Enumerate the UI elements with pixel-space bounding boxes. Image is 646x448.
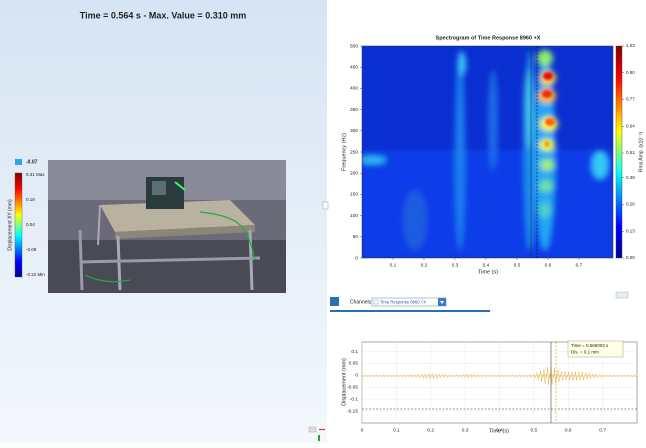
colorbar-tick-label: 0.00 xyxy=(626,255,635,260)
active-tab-bar xyxy=(330,310,490,312)
x-tick-label: 0.7 xyxy=(576,262,583,268)
x-tick-label: 0.5 xyxy=(531,427,538,433)
spectrogram-title: Spectrogram of Time Response 8960 +X xyxy=(436,35,541,41)
spectrogram-image xyxy=(362,46,613,258)
y-tick-label: -0.1 xyxy=(350,396,359,402)
x-tick-label: 0.6 xyxy=(545,262,552,268)
channel-name: Time Response 8960 +X xyxy=(380,299,426,304)
cursor-tooltip xyxy=(567,340,624,358)
y-tick-label: 250 xyxy=(350,149,358,155)
axis-icon xyxy=(318,435,320,441)
y-tick-label: 300 xyxy=(350,128,358,134)
x-tick-label: 0.1 xyxy=(390,262,397,268)
x-tick-label: 0.4 xyxy=(483,262,490,268)
time-plot-y-label: Displacement (mm) xyxy=(341,358,347,406)
colorbar-label: Displacement XY (mm) xyxy=(7,199,13,251)
y-tick-label: -0.05 xyxy=(347,385,358,391)
current-swatch xyxy=(15,159,22,165)
colorbar-tick-label: 0.18 xyxy=(26,197,35,202)
dropdown-arrow xyxy=(440,301,444,304)
toolbar-icon[interactable] xyxy=(330,297,339,306)
x-tick-label: 0.3 xyxy=(452,262,459,268)
colorbar-tick-label: 0.51 xyxy=(626,150,635,155)
channel-checkbox[interactable] xyxy=(373,299,379,305)
amplitude-label: Rms Amp. (x10⁻³) xyxy=(638,132,644,172)
x-tick-label: 0.3 xyxy=(462,427,469,433)
y-tick-label: 0.1 xyxy=(351,349,358,355)
colorbar-tick-label: 0.90 xyxy=(626,70,635,75)
displacement-colorbar xyxy=(14,172,23,278)
colorbar-tick-label: 1.03 xyxy=(626,43,635,48)
y-tick-label: 0 xyxy=(355,255,358,261)
tooltip-value: Dis. = 0.1 mm xyxy=(571,350,599,355)
current-value: -0.07 xyxy=(26,159,38,165)
colorbar-tick-label: -0.22 Min xyxy=(26,272,45,277)
colorbar-tick-label: 0.31 Max xyxy=(26,172,45,177)
x-tick-label: 0.7 xyxy=(599,427,606,433)
x-tick-label: 0 xyxy=(361,427,364,433)
collapse-toggle[interactable] xyxy=(322,201,329,210)
y-tick-label: 500 xyxy=(350,43,358,49)
x-tick-label: 0.2 xyxy=(421,262,428,268)
spectrogram-x-label: Time (s) xyxy=(478,269,498,275)
tooltip-time: Time = 0.565003 s xyxy=(571,343,609,348)
waveform xyxy=(361,366,638,386)
panel-button[interactable] xyxy=(615,291,629,299)
colorbar-tick-label: 0.39 xyxy=(626,175,635,180)
colorbar-tick-label: 0.13 xyxy=(626,228,635,233)
y-tick-label: 50 xyxy=(353,234,359,240)
view-icon[interactable] xyxy=(308,426,317,433)
x-tick-label: 0.2 xyxy=(427,427,434,433)
toolbar xyxy=(327,292,646,312)
y-tick-label: 150 xyxy=(350,192,358,198)
channels-label: Channels: xyxy=(350,299,373,305)
colorbar-tick-label: 0.77 xyxy=(626,97,635,102)
test-photo xyxy=(48,160,286,293)
y-tick-label: 0.05 xyxy=(349,361,359,367)
x-tick-label: 0.6 xyxy=(565,427,572,433)
amplitude-colorbar xyxy=(615,45,623,259)
y-tick-label: 400 xyxy=(350,86,358,92)
x-tick-label: 0.1 xyxy=(393,427,400,433)
colorbar-tick-label: -0.09 xyxy=(26,247,37,252)
colorbar-tick-label: 0.64 xyxy=(626,123,635,128)
x-tick-label: 0.4 xyxy=(496,427,503,433)
time-plot-x-label: Time (s) xyxy=(489,428,509,434)
colorbar-tick-label: 0.26 xyxy=(626,202,635,207)
x-tick-label: 0.5 xyxy=(514,262,521,268)
y-tick-label: 200 xyxy=(350,170,358,176)
colorbar-tick-label: 0.04 xyxy=(26,222,35,227)
y-tick-label: 350 xyxy=(350,107,358,113)
y-tick-label: 100 xyxy=(350,213,358,219)
y-tick-label: 450 xyxy=(350,64,358,70)
spectrogram-y-label: Frequency (Hz) xyxy=(341,133,347,171)
y-tick-label: -0.15 xyxy=(347,408,358,414)
animation-title: Time = 0.564 s - Max. Value = 0.310 mm xyxy=(80,10,246,20)
y-tick-label: 0 xyxy=(355,373,358,379)
